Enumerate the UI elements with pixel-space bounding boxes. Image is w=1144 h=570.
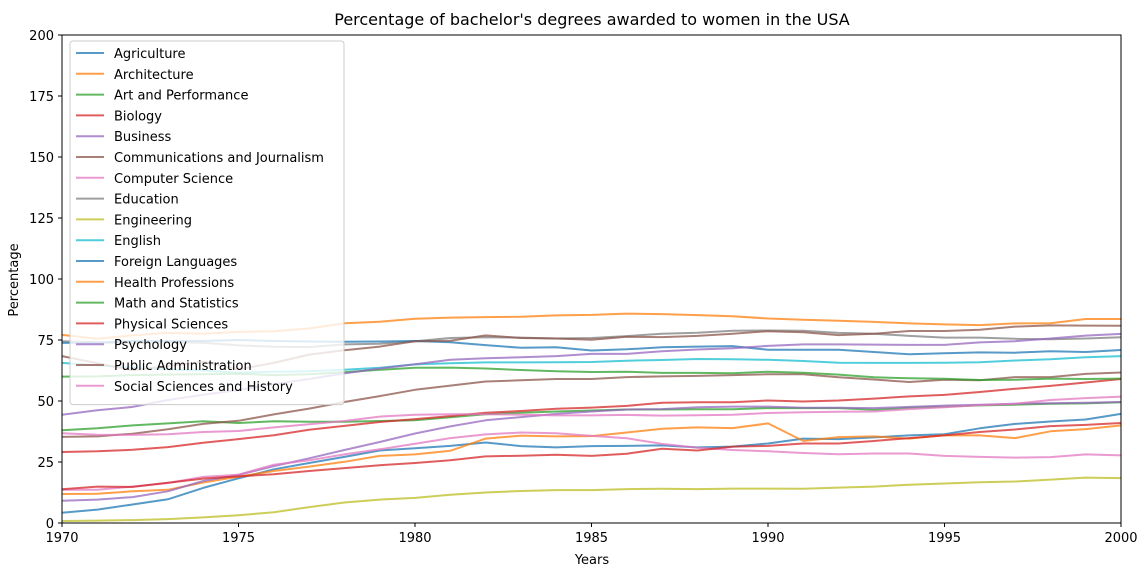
y-axis-label: Percentage [7,243,22,316]
legend-label: Education [114,193,179,208]
series-line-physical-sciences [61,422,1122,491]
y-tick-label: 150 [29,151,54,166]
series-line-agriculture [61,412,1122,514]
series-line-biology [61,378,1122,453]
x-tick-label: 1990 [751,531,784,546]
legend-label: Physical Sciences [114,317,228,332]
plot-area: 1970 1975 1980 1985 1990 1995 2000 0 25 50 75 100 12… [29,29,1137,546]
legend-label: Architecture [114,68,194,83]
series-line-computer-science [62,431,1122,491]
legend-label: Math and Statistics [114,297,239,312]
legend-label: Foreign Languages [114,255,237,270]
legend-label: Psychology [114,338,187,353]
x-tick-label: 2000 [1104,531,1137,546]
y-tick-label: 0 [46,517,54,532]
series-line-social-sciences-and-history [61,395,1122,436]
legend-label: Business [114,130,172,145]
y-tick-label: 75 [37,334,54,349]
legend-label: Engineering [114,213,192,228]
legend-label: Social Sciences and History [114,380,293,395]
series-line-engineering [61,476,1122,522]
x-tick-label: 1995 [928,531,961,546]
legend-label: Biology [114,109,162,124]
y-tick-label: 25 [37,456,54,471]
x-tick-label: 1975 [222,531,255,546]
y-tick-label: 175 [29,90,54,105]
y-tick-label: 100 [29,273,54,288]
legend-label: Health Professions [114,276,234,291]
legend-label: English [114,234,161,249]
legend-label: Public Administration [114,359,252,374]
y-tick-label: 50 [37,395,54,410]
legend-label: Communications and Journalism [114,151,324,166]
legend-label: Computer Science [114,172,233,187]
legend-label: Agriculture [114,47,186,62]
y-tick-label: 125 [29,212,54,227]
legend-box [69,40,345,406]
x-tick-label: 1980 [398,531,431,546]
y-tick-label: 200 [29,29,54,44]
x-tick-label: 1985 [575,531,608,546]
x-tick-label: 1970 [45,531,78,546]
x-axis-label: Years [574,553,610,568]
chart-title: Percentage of bachelor's degrees awarded… [334,10,850,29]
legend-label: Art and Performance [114,89,248,104]
